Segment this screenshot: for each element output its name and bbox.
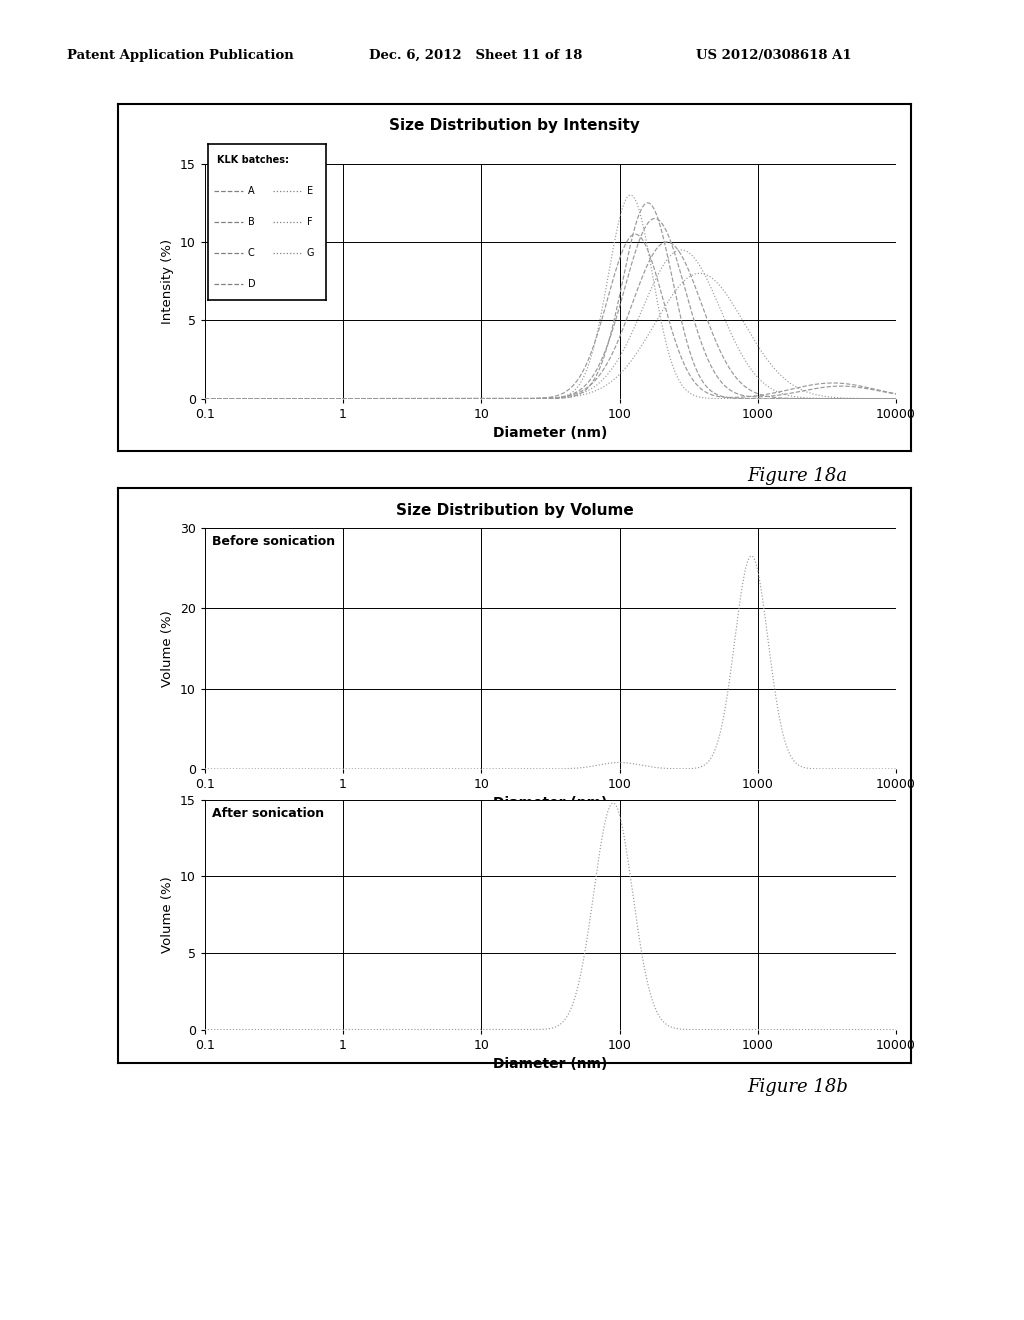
Text: D: D (248, 279, 256, 289)
Text: Size Distribution by Volume: Size Distribution by Volume (395, 503, 634, 517)
Text: F: F (307, 216, 312, 227)
Text: US 2012/0308618 A1: US 2012/0308618 A1 (696, 49, 852, 62)
Text: KLK batches:: KLK batches: (217, 154, 290, 165)
Text: B: B (248, 216, 255, 227)
Text: Size Distribution by Intensity: Size Distribution by Intensity (389, 119, 640, 133)
X-axis label: Diameter (nm): Diameter (nm) (494, 426, 607, 441)
Text: E: E (307, 186, 313, 195)
Text: Figure 18a: Figure 18a (748, 467, 848, 486)
Text: C: C (248, 248, 255, 257)
Text: G: G (307, 248, 314, 257)
Y-axis label: Volume (%): Volume (%) (162, 610, 174, 686)
Text: Dec. 6, 2012   Sheet 11 of 18: Dec. 6, 2012 Sheet 11 of 18 (369, 49, 582, 62)
X-axis label: Diameter (nm): Diameter (nm) (494, 796, 607, 810)
Y-axis label: Intensity (%): Intensity (%) (162, 239, 174, 323)
Text: Figure 18b: Figure 18b (748, 1078, 849, 1097)
Text: After sonication: After sonication (212, 807, 324, 820)
Text: A: A (248, 186, 255, 195)
Text: Before sonication: Before sonication (212, 535, 335, 548)
Text: Patent Application Publication: Patent Application Publication (67, 49, 293, 62)
Y-axis label: Volume (%): Volume (%) (162, 876, 174, 953)
X-axis label: Diameter (nm): Diameter (nm) (494, 1057, 607, 1072)
